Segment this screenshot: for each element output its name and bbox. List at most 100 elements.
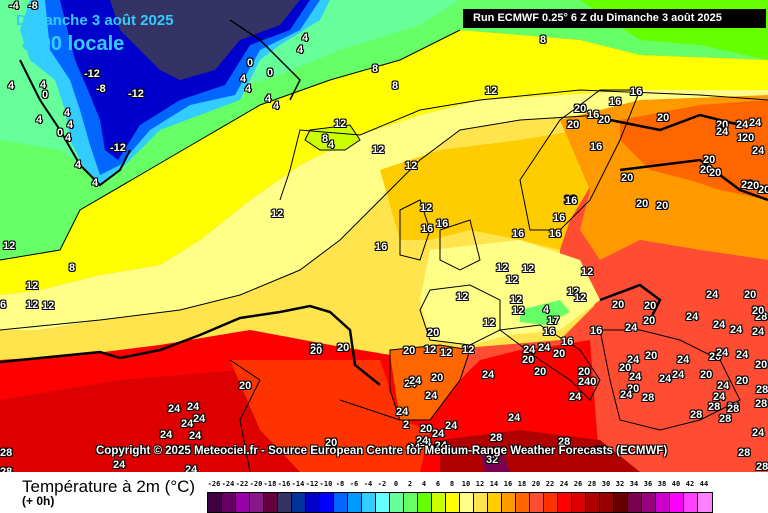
isotherm-label: 20 (744, 289, 757, 301)
isotherm-label: 24 (620, 389, 633, 401)
legend-swatch (236, 493, 250, 512)
isotherm-label: 8 (322, 133, 329, 145)
legend-swatch (670, 493, 684, 512)
isotherm-label: 24 (716, 347, 729, 359)
isotherm-label: 12 (512, 305, 525, 317)
isotherm-label: 28 (0, 447, 13, 459)
legend-swatch (390, 493, 404, 512)
legend-swatch (474, 493, 488, 512)
isotherm-label: -4 (9, 0, 19, 12)
isotherm-label: 24 (629, 371, 642, 383)
isotherm-label: 4 (64, 107, 71, 119)
isotherm-label: 20 (627, 383, 640, 395)
legend-tick: 10 (461, 480, 471, 488)
isotherm-label: 24 (672, 369, 685, 381)
isotherm-label: 24 (482, 369, 495, 381)
isotherm-label: 28 (595, 445, 608, 457)
isotherm-label: 20 (645, 350, 658, 362)
isotherm-label: -24 (431, 440, 447, 452)
isotherm-label: 28 (490, 432, 503, 444)
isotherm-label: 16 (561, 336, 574, 348)
isotherm-label: 12 (510, 294, 523, 306)
legend-swatch (530, 493, 544, 512)
legend-tick: -12 (305, 480, 319, 488)
isotherm-label: 16 (512, 228, 525, 240)
legend-tick: 40 (671, 480, 681, 488)
isotherm-label: 20 (619, 362, 632, 374)
isotherm-label: 24 (716, 126, 729, 138)
isotherm-label: 20 (752, 305, 765, 317)
isotherm-label: 24 (538, 342, 551, 354)
isotherm-label: 24 (425, 390, 438, 402)
isotherm-label: 16 (549, 228, 562, 240)
isotherm-label: 24 (189, 430, 202, 442)
legend-tick: 2 (407, 480, 413, 488)
variable-title: Température à 2m (°C) (22, 477, 196, 496)
isotherm-label: 24 (113, 459, 126, 471)
isotherm-label: 0 (57, 127, 64, 139)
legend-swatch (614, 493, 628, 512)
isotherm-label: 12 (3, 240, 16, 252)
isotherm-label: 12 (567, 286, 580, 298)
isotherm-label: 24 (659, 373, 672, 385)
legend-tick: 32 (615, 480, 625, 488)
legend-swatch (642, 493, 656, 512)
isotherm-label: 28 (719, 413, 732, 425)
isotherm-label: 17 (547, 315, 560, 327)
isotherm-label: 20 (657, 112, 670, 124)
isotherm-label: 4 (240, 73, 247, 85)
isotherm-label: 12 (420, 202, 433, 214)
isotherm-label: 24 (686, 311, 699, 323)
isotherm-label: 24 (736, 349, 749, 361)
isotherm-label: 24 (160, 429, 173, 441)
legend-swatch (544, 493, 558, 512)
isotherm-label: 1 (737, 132, 744, 144)
legend-swatch (222, 493, 236, 512)
isotherm-label: 24 (569, 391, 582, 403)
isotherm-label: 24 (717, 380, 730, 392)
isotherm-label: 24 (627, 354, 640, 366)
legend-tick: -10 (319, 480, 333, 488)
isotherm-label: -12 (110, 142, 126, 154)
legend-tick: -16 (277, 480, 291, 488)
isotherm-label: 20 (427, 327, 440, 339)
isotherm-label: 12 (26, 299, 39, 311)
isotherm-label: 20 (703, 154, 716, 166)
isotherm-label: 16 (543, 326, 556, 338)
isotherm-label: 28 (558, 436, 571, 448)
isotherm-label: 12 (506, 274, 519, 286)
isotherm-label: 24 (736, 119, 749, 131)
legend-swatch (250, 493, 264, 512)
isotherm-label: 20 (643, 315, 656, 327)
isotherm-label: 24 (706, 289, 719, 301)
isotherm-label: 16 (587, 109, 600, 121)
isotherm-label: 24 (181, 418, 194, 430)
copyright-notice: Copyright © 2025 Meteociel.fr - Source E… (96, 445, 668, 457)
isotherm-label: 12 (483, 317, 496, 329)
legend-swatch (572, 493, 586, 512)
isotherm-label: 12 (405, 160, 418, 172)
isotherm-label: 4 (297, 44, 304, 56)
legend-tick: -4 (363, 480, 373, 488)
isotherm-label: 20 (310, 345, 323, 357)
legend-swatch (684, 493, 698, 512)
isotherm-label: 28 (756, 384, 768, 396)
isotherm-label: 6 (0, 299, 7, 311)
isotherm-label: 20 (709, 167, 722, 179)
isotherm-label: 16 (590, 141, 603, 153)
legend-swatch (278, 493, 292, 512)
isotherm-label: 12 (271, 208, 284, 220)
isotherm-label: 16 (553, 212, 566, 224)
isotherm-label: 28 (727, 403, 740, 415)
color-scale-legend: -26 -24 -22 -20 -18 -16 -14 -12 -10 -8 -6 -4 -2 0 2 4 6 8… (207, 480, 767, 513)
legend-tick: 6 (435, 480, 441, 488)
isotherm-label: 24 (713, 319, 726, 331)
isotherm-label: 0 (247, 57, 254, 69)
legend-swatch (656, 493, 670, 512)
legend-tick: 18 (517, 480, 527, 488)
isotherm-label: 20 (736, 375, 749, 387)
isotherm-label: 12 (26, 280, 39, 292)
isotherm-label: 20 (567, 119, 580, 131)
isotherm-label: 24 (187, 401, 200, 413)
isotherm-label: 12 (440, 347, 453, 359)
